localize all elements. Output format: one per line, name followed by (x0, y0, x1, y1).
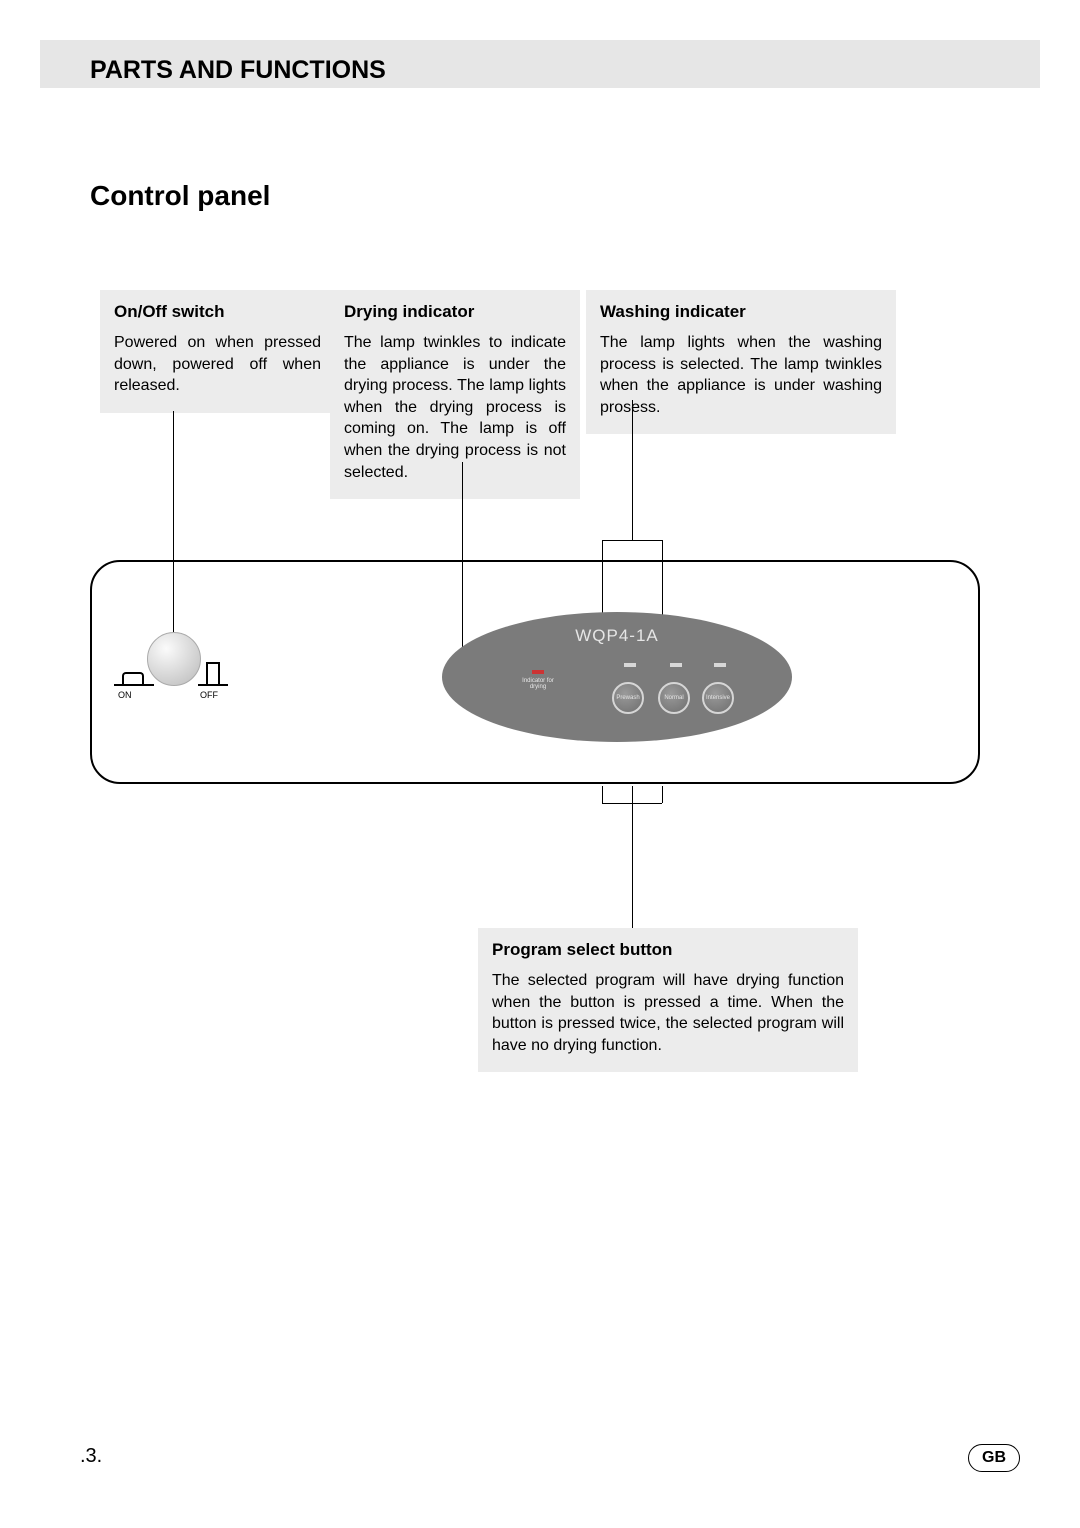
leader-line (602, 786, 603, 803)
callout-drying-title: Drying indicator (344, 302, 566, 322)
callout-onoff: On/Off switch Powered on when pressed do… (100, 290, 335, 413)
leader-line (602, 803, 662, 804)
callout-washing-title: Washing indicater (600, 302, 882, 322)
callout-washing-body: The lamp lights when the washing process… (600, 332, 882, 418)
drying-indicator-led-icon (532, 670, 544, 674)
callout-onoff-body: Powered on when pressed down, powered of… (114, 332, 321, 397)
region-badge: GB (968, 1444, 1020, 1472)
on-switch-baseline (114, 684, 154, 686)
display-oval: WQP4-1A Indicator for drying Prewash Nor… (442, 612, 792, 742)
off-label: OFF (200, 690, 218, 700)
callout-onoff-title: On/Off switch (114, 302, 321, 322)
program-button-normal: Normal (658, 682, 690, 714)
washing-indicator-led-icon (714, 663, 726, 667)
drying-indicator-label: Indicator for drying (514, 678, 562, 690)
off-switch-icon (206, 662, 220, 684)
callout-program: Program select button The selected progr… (478, 928, 858, 1072)
on-label: ON (118, 690, 132, 700)
page-number: .3. (80, 1445, 102, 1468)
callout-program-title: Program select button (492, 940, 844, 960)
section-title: PARTS AND FUNCTIONS (90, 56, 386, 85)
control-panel-diagram: ON OFF WQP4-1A Indicator for drying Prew… (90, 560, 980, 784)
off-switch-baseline (198, 684, 228, 686)
onoff-knob-icon (147, 632, 201, 686)
callout-drying-body: The lamp twinkles to indicate the applia… (344, 332, 566, 483)
program-button-intensive: Intensive (702, 682, 734, 714)
leader-line (602, 540, 662, 541)
washing-indicator-led-icon (670, 663, 682, 667)
callout-drying: Drying indicator The lamp twinkles to in… (330, 290, 580, 499)
leader-line (632, 400, 633, 540)
leader-line (632, 786, 633, 928)
washing-indicator-led-icon (624, 663, 636, 667)
program-button-prewash: Prewash (612, 682, 644, 714)
leader-line (662, 786, 663, 803)
page-subheading: Control panel (90, 180, 270, 212)
on-switch-icon (122, 672, 144, 684)
callout-program-body: The selected program will have drying fu… (492, 970, 844, 1056)
model-number: WQP4-1A (575, 626, 659, 646)
region-badge-text: GB (982, 1449, 1006, 1467)
